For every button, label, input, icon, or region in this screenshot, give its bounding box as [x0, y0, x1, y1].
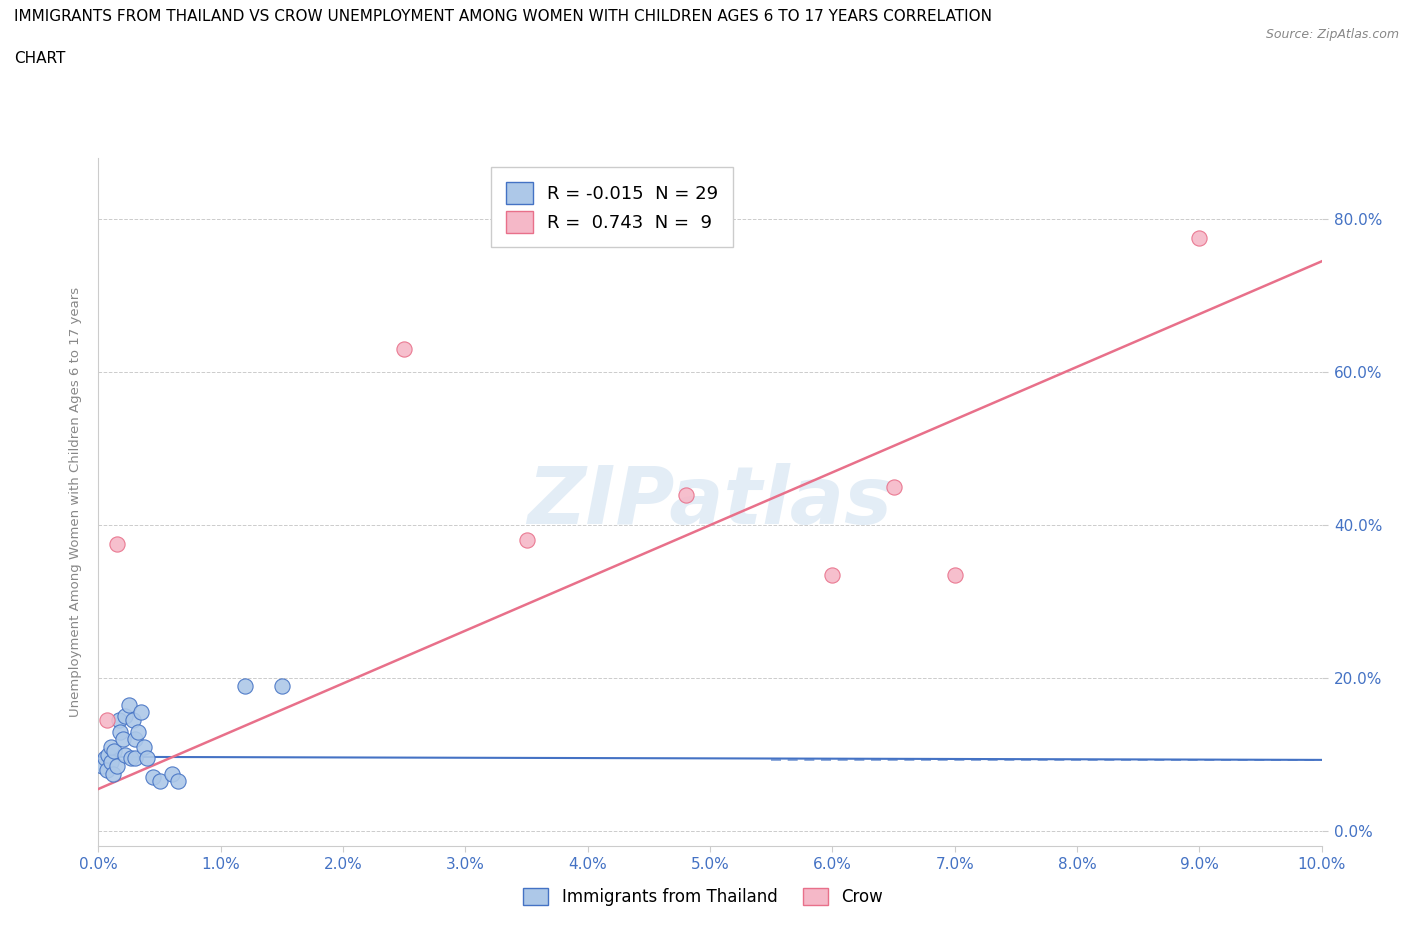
Point — [233, 678, 256, 693]
Point — [101, 766, 124, 781]
Point — [110, 724, 132, 739]
Text: ZIPatlas: ZIPatlas — [527, 463, 893, 541]
Point — [97, 747, 120, 762]
Point — [160, 766, 183, 781]
Point — [93, 751, 115, 765]
Point — [118, 698, 141, 712]
Point — [100, 739, 122, 754]
Point — [108, 712, 131, 727]
Point — [111, 732, 134, 747]
Point — [883, 480, 905, 495]
Point — [91, 759, 114, 774]
Text: IMMIGRANTS FROM THAILAND VS CROW UNEMPLOYMENT AMONG WOMEN WITH CHILDREN AGES 6 T: IMMIGRANTS FROM THAILAND VS CROW UNEMPLO… — [14, 9, 993, 24]
Point — [270, 678, 292, 693]
Point — [96, 712, 118, 727]
Point — [132, 739, 155, 754]
Point — [124, 751, 146, 765]
Point — [100, 755, 122, 770]
Point — [1188, 231, 1211, 246]
Point — [105, 537, 128, 551]
Point — [675, 487, 697, 502]
Point — [121, 712, 143, 727]
Point — [149, 774, 172, 789]
Point — [96, 763, 118, 777]
Point — [105, 759, 128, 774]
Point — [114, 747, 136, 762]
Point — [136, 751, 159, 765]
Point — [167, 774, 190, 789]
Point — [114, 709, 136, 724]
Point — [516, 533, 538, 548]
Point — [127, 724, 149, 739]
Point — [142, 770, 165, 785]
Point — [392, 342, 416, 357]
Text: Source: ZipAtlas.com: Source: ZipAtlas.com — [1265, 28, 1399, 41]
Text: CHART: CHART — [14, 51, 66, 66]
Legend: Immigrants from Thailand, Crow: Immigrants from Thailand, Crow — [517, 881, 889, 912]
Point — [129, 705, 152, 720]
Legend: R = -0.015  N = 29, R =  0.743  N =  9: R = -0.015 N = 29, R = 0.743 N = 9 — [492, 167, 733, 247]
Point — [821, 567, 844, 582]
Point — [124, 732, 146, 747]
Point — [103, 743, 125, 758]
Y-axis label: Unemployment Among Women with Children Ages 6 to 17 years: Unemployment Among Women with Children A… — [69, 287, 83, 717]
Point — [120, 751, 142, 765]
Point — [943, 567, 966, 582]
